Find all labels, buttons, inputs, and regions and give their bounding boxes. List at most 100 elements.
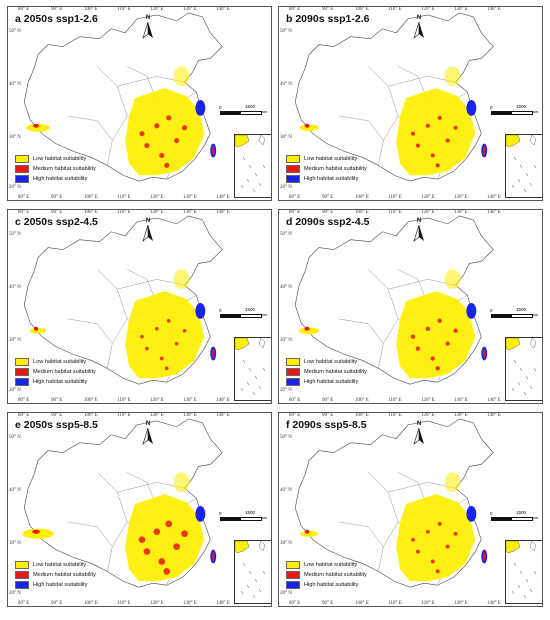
longitude-tick: 140° E [216, 413, 230, 418]
latitude-tick: 50° N [9, 435, 21, 440]
scale-zero: 0 [219, 511, 222, 516]
medium-suitability-patch [453, 328, 458, 333]
medium-suitability-patch [425, 123, 430, 128]
legend-label: High habitat suitability [304, 582, 359, 588]
medium-suitability-patch [453, 531, 458, 536]
longitude-tick: 130° E [454, 398, 468, 403]
latitude-tick: 40° N [9, 285, 21, 290]
arrow-icon [413, 22, 424, 39]
longitude-tick: 90° E [322, 413, 334, 418]
longitude-tick: 100° E [84, 210, 98, 215]
legend-swatch [15, 175, 29, 183]
longitude-tick: 120° E [421, 210, 435, 215]
low-suitability-area [298, 327, 320, 335]
china-map [22, 418, 223, 588]
province-border [97, 66, 128, 141]
north-arrow-icon: N [140, 218, 156, 242]
longitude-tick: 120° E [421, 601, 435, 606]
scale-zero: 0 [219, 105, 222, 110]
low-suitability-area [444, 66, 461, 87]
longitude-tick: 140° E [487, 210, 501, 215]
scale-unit: km [533, 109, 539, 114]
longitude-tick: 90° E [322, 195, 334, 200]
longitude-tick: 100° E [84, 398, 98, 403]
latitude-tick: 30° N [9, 541, 21, 546]
legend-label: Low habitat suitability [304, 359, 358, 365]
legend-label: High habitat suitability [304, 379, 359, 385]
longitude-tick: 90° E [51, 195, 63, 200]
inset-map [505, 540, 537, 599]
medium-suitability-patch [445, 341, 450, 346]
arrow-icon [142, 225, 153, 242]
medium-suitability-patch [430, 559, 435, 564]
medium-suitability-patch [138, 536, 146, 544]
longitude-tick: 130° E [183, 601, 197, 606]
legend-item: Low habitat suitability [15, 560, 96, 570]
medium-suitability-patch [166, 319, 171, 323]
low-suitability-area [125, 494, 205, 582]
latitude-tick: 50° N [9, 232, 21, 237]
medium-suitability-patch [304, 123, 310, 128]
longitude-tick: 110° E [388, 210, 402, 215]
medium-suitability-patch [212, 348, 215, 359]
province-border [97, 472, 128, 547]
longitude-tick: 80° E [289, 413, 301, 418]
latitude-tick: 40° N [280, 488, 292, 493]
medium-suitability-patch [304, 529, 310, 534]
panel-title: a 2050s ssp1-2.6 [15, 13, 98, 25]
inset-map [505, 134, 537, 193]
latitude-tick: 50° N [280, 435, 292, 440]
scale-max: 1500 [245, 510, 256, 515]
legend-swatch [286, 358, 300, 366]
legend-swatch [286, 155, 300, 163]
low-suitability-area [125, 88, 205, 176]
legend-item: Medium habitat suitability [15, 164, 96, 174]
high-suitability-area [195, 100, 206, 116]
province-border [368, 472, 399, 547]
longitude-tick: 130° E [183, 195, 197, 200]
medium-suitability-patch [144, 142, 150, 149]
legend-item: Medium habitat suitability [286, 570, 367, 580]
arrow-icon [142, 428, 153, 445]
legend: Low habitat suitability Medium habitat su… [15, 560, 96, 590]
longitude-tick: 90° E [51, 210, 63, 215]
legend-swatch [15, 358, 29, 366]
longitude-tick: 140° E [487, 601, 501, 606]
latitude-tick: 50° N [280, 232, 292, 237]
medium-suitability-patch [425, 529, 430, 534]
panel-title: e 2050s ssp5-8.5 [15, 419, 98, 431]
legend: Low habitat suitability Medium habitat su… [286, 357, 367, 387]
latitude-tick: 50° N [9, 29, 21, 34]
scale-line [491, 517, 533, 521]
china-map [294, 215, 494, 385]
longitude-tick: 120° E [421, 7, 435, 12]
scale-unit: km [262, 109, 268, 114]
longitude-tick: 90° E [51, 601, 63, 606]
medium-suitability-patch [164, 162, 170, 168]
low-suitability-area [299, 124, 319, 131]
longitude-tick: 90° E [322, 601, 334, 606]
legend-item: High habitat suitability [15, 580, 96, 590]
longitude-tick: 110° E [388, 398, 402, 403]
legend-item: Medium habitat suitability [286, 164, 367, 174]
medium-suitability-patch [140, 334, 144, 339]
longitude-tick: 110° E [117, 195, 131, 200]
longitude-tick: 90° E [51, 413, 63, 418]
south-china-sea-inset [234, 540, 271, 604]
medium-suitability-patch [304, 326, 310, 331]
low-suitability-area [396, 494, 476, 582]
scale-bar: 0 1500 km [219, 305, 270, 323]
map-panel-c: c 2050s ssp2-4.5 80° E 90° E 100° E 110° E 12… [7, 209, 272, 404]
medium-suitability-patch [139, 131, 145, 137]
medium-suitability-patch [145, 346, 149, 351]
longitude-tick: 140° E [216, 195, 230, 200]
scale-zero: 0 [490, 308, 493, 313]
legend-swatch [286, 571, 300, 579]
medium-suitability-patch [437, 115, 442, 120]
longitude-tick: 90° E [51, 398, 63, 403]
longitude-tick: 100° E [355, 210, 369, 215]
medium-suitability-patch [158, 558, 166, 565]
longitude-tick: 90° E [51, 7, 63, 12]
longitude-tick: 110° E [388, 413, 402, 418]
longitude-tick: 80° E [289, 601, 301, 606]
